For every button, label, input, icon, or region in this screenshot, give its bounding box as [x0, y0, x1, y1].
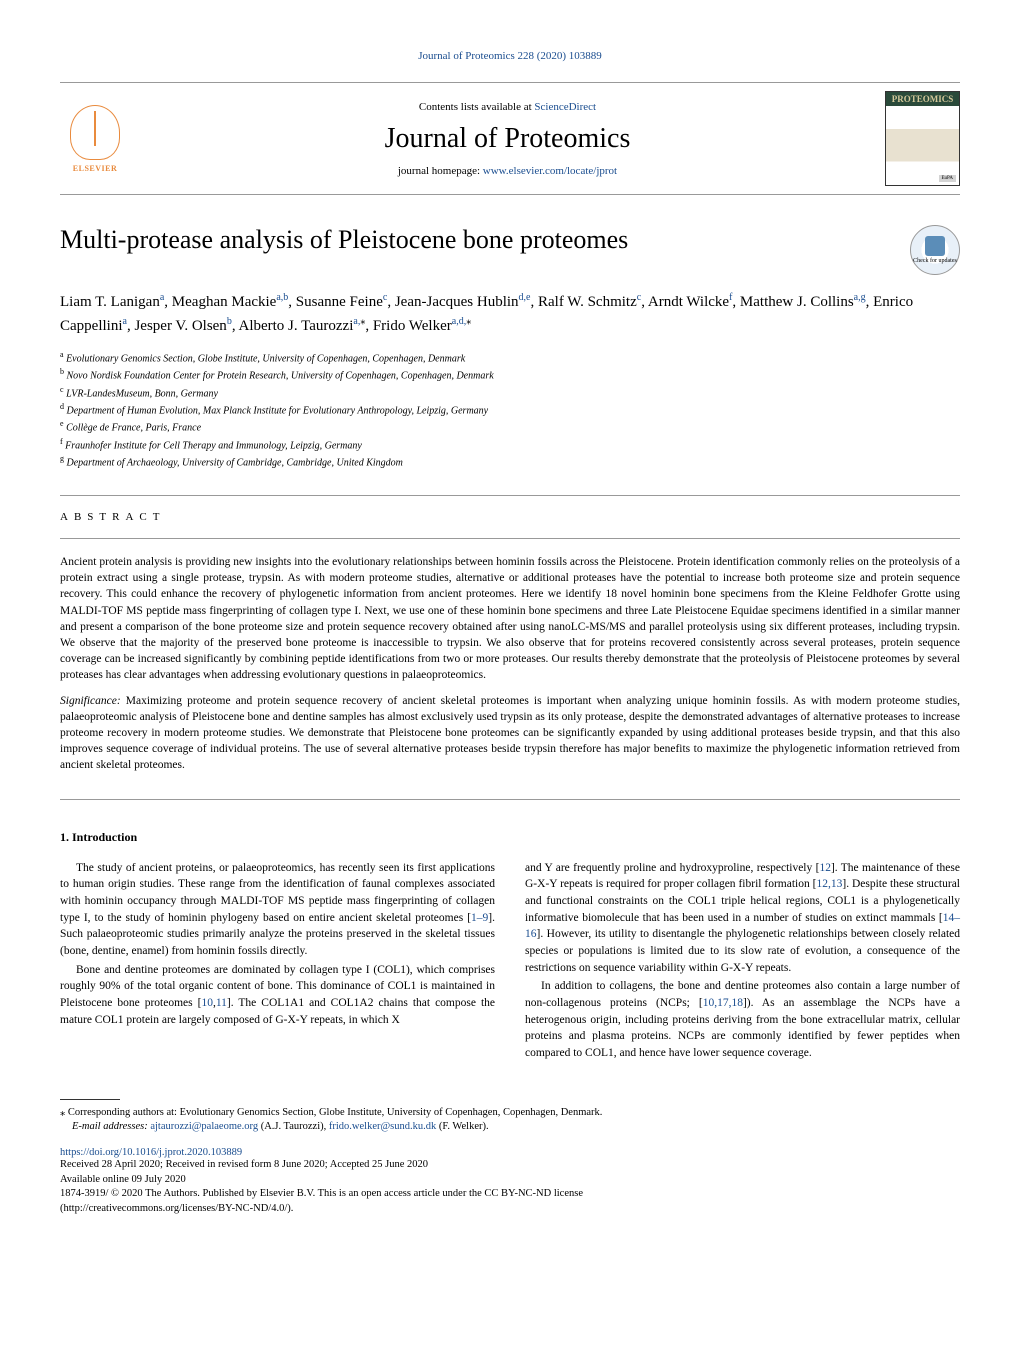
sciencedirect-link[interactable]: ScienceDirect [534, 101, 596, 113]
dates-line: Received 28 April 2020; Received in revi… [60, 1158, 960, 1173]
eupa-badge: EuPA [939, 175, 957, 182]
affiliations-list: a Evolutionary Genomics Section, Globe I… [60, 349, 960, 470]
contents-prefix: Contents lists available at [419, 101, 534, 113]
homepage-prefix: journal homepage: [398, 165, 483, 177]
check-updates-icon [925, 236, 945, 256]
article-title: Multi-protease analysis of Pleistocene b… [60, 225, 890, 255]
corr-text: Corresponding authors at: Evolutionary G… [65, 1107, 602, 1118]
abstract-heading: ABSTRACT [60, 511, 960, 523]
cover-title: PROTEOMICS [886, 92, 959, 106]
doi-line: https://doi.org/10.1016/j.jprot.2020.103… [60, 1147, 960, 1158]
intro-p4: In addition to collagens, the bone and d… [525, 978, 960, 1061]
abstract-paragraph: Ancient protein analysis is providing ne… [60, 554, 960, 683]
significance-paragraph: Significance: Maximizing proteome and pr… [60, 693, 960, 773]
authors-list: Liam T. Lanigana, Meaghan Mackiea,b, Sus… [60, 290, 960, 337]
elsevier-tree-icon [70, 105, 120, 160]
email-2-name: (F. Welker). [436, 1121, 488, 1132]
check-updates-label: Check for updates [913, 258, 957, 264]
column-left: The study of ancient proteins, or palaeo… [60, 860, 495, 1064]
cite-12[interactable]: 12 [819, 862, 831, 874]
license-line-1: 1874-3919/ © 2020 The Authors. Published… [60, 1187, 960, 1202]
cite-10-17-18[interactable]: 10,17,18 [703, 997, 743, 1009]
homepage-line: journal homepage: www.elsevier.com/locat… [150, 165, 865, 177]
license-line-2: (http://creativecommons.org/licenses/BY-… [60, 1202, 960, 1217]
contents-line: Contents lists available at ScienceDirec… [150, 101, 865, 113]
significance-label: Significance: [60, 695, 121, 707]
check-updates-badge[interactable]: Check for updates [910, 225, 960, 275]
homepage-link[interactable]: www.elsevier.com/locate/jprot [483, 165, 617, 177]
intro-heading: 1. Introduction [60, 830, 960, 845]
journal-title: Journal of Proteomics [150, 123, 865, 155]
intro-p2: Bone and dentine proteomes are dominated… [60, 962, 495, 1029]
journal-header: ELSEVIER Contents lists available at Sci… [60, 82, 960, 195]
email-2[interactable]: frido.welker@sund.ku.dk [329, 1121, 436, 1132]
available-line: Available online 09 July 2020 [60, 1173, 960, 1188]
journal-reference: Journal of Proteomics 228 (2020) 103889 [60, 50, 960, 62]
elsevier-text: ELSEVIER [73, 164, 117, 173]
email-1-name: (A.J. Taurozzi), [258, 1121, 329, 1132]
email-label: E-mail addresses: [72, 1121, 150, 1132]
cite-12-13[interactable]: 12,13 [816, 878, 842, 890]
significance-text: Maximizing proteome and protein sequence… [60, 695, 960, 771]
column-right: and Y are frequently proline and hydroxy… [525, 860, 960, 1064]
intro-p1: The study of ancient proteins, or palaeo… [60, 860, 495, 960]
email-1[interactable]: ajtaurozzi@palaeome.org [150, 1121, 258, 1132]
email-line: E-mail addresses: ajtaurozzi@palaeome.or… [60, 1120, 960, 1135]
journal-cover-icon: PROTEOMICS EuPA [885, 91, 960, 186]
doi-link[interactable]: https://doi.org/10.1016/j.jprot.2020.103… [60, 1147, 242, 1158]
elsevier-logo: ELSEVIER [60, 99, 130, 179]
intro-p3: and Y are frequently proline and hydroxy… [525, 860, 960, 977]
corresponding-author: ⁎ Corresponding authors at: Evolutionary… [60, 1106, 960, 1121]
